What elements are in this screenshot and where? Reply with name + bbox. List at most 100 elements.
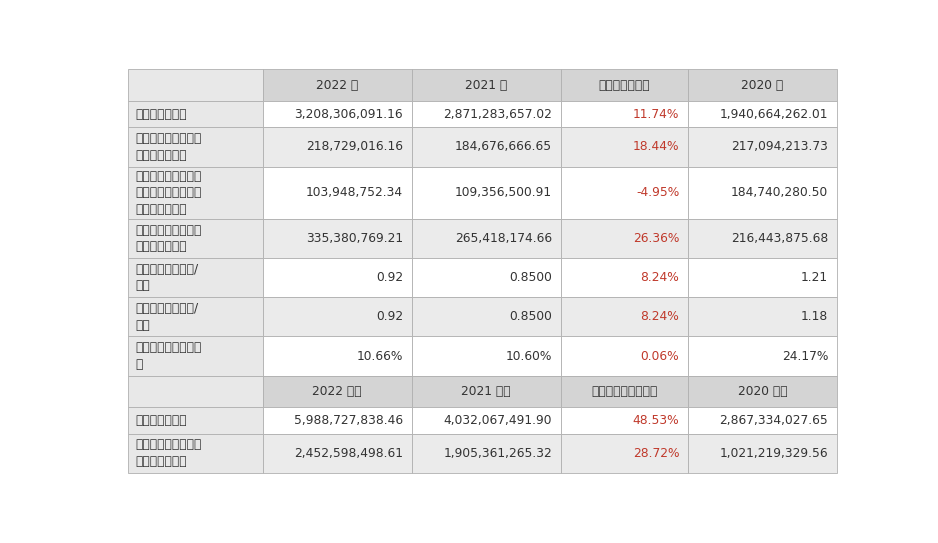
Text: 1,940,664,262.01: 1,940,664,262.01 bbox=[719, 108, 828, 121]
Bar bbox=[412, 219, 561, 258]
Bar bbox=[129, 101, 263, 127]
Bar bbox=[129, 376, 263, 407]
Bar bbox=[129, 70, 263, 101]
Bar bbox=[688, 101, 837, 127]
Text: 0.92: 0.92 bbox=[376, 311, 403, 323]
Bar bbox=[561, 167, 688, 219]
Bar bbox=[263, 167, 412, 219]
Bar bbox=[129, 407, 263, 434]
Bar bbox=[129, 167, 263, 219]
Text: 本年比上年增减: 本年比上年增减 bbox=[598, 79, 650, 92]
Text: 归属于上市公司股东
的扣除非经常性损益
的净利润（元）: 归属于上市公司股东 的扣除非经常性损益 的净利润（元） bbox=[135, 169, 202, 216]
Text: 335,380,769.21: 335,380,769.21 bbox=[306, 232, 403, 245]
Text: 5,988,727,838.46: 5,988,727,838.46 bbox=[294, 414, 403, 427]
Text: 265,418,174.66: 265,418,174.66 bbox=[455, 232, 552, 245]
Text: 0.8500: 0.8500 bbox=[509, 311, 552, 323]
Text: 24.17%: 24.17% bbox=[782, 350, 828, 363]
Bar bbox=[263, 297, 412, 337]
Bar bbox=[263, 407, 412, 434]
Bar bbox=[412, 258, 561, 297]
Bar bbox=[688, 337, 837, 376]
Bar bbox=[412, 101, 561, 127]
Text: 营业收入（元）: 营业收入（元） bbox=[135, 108, 187, 121]
Bar bbox=[561, 407, 688, 434]
Bar bbox=[129, 434, 263, 473]
Bar bbox=[688, 219, 837, 258]
Bar bbox=[688, 70, 837, 101]
Text: 11.74%: 11.74% bbox=[633, 108, 679, 121]
Bar bbox=[561, 101, 688, 127]
Bar bbox=[263, 70, 412, 101]
Bar bbox=[129, 258, 263, 297]
Text: 3,208,306,091.16: 3,208,306,091.16 bbox=[295, 108, 403, 121]
Text: 2022 年: 2022 年 bbox=[316, 79, 358, 92]
Text: 26.36%: 26.36% bbox=[633, 232, 679, 245]
Text: 10.60%: 10.60% bbox=[506, 350, 552, 363]
Text: 217,094,213.73: 217,094,213.73 bbox=[732, 141, 828, 154]
Text: 加权平均净资产收益
率: 加权平均净资产收益 率 bbox=[135, 342, 202, 371]
Text: 2020 年: 2020 年 bbox=[741, 79, 783, 92]
Bar bbox=[688, 434, 837, 473]
Bar bbox=[561, 70, 688, 101]
Bar bbox=[412, 127, 561, 167]
Text: 经营活动产生的现金
流量净额（元）: 经营活动产生的现金 流量净额（元） bbox=[135, 224, 202, 253]
Bar bbox=[263, 258, 412, 297]
Bar bbox=[129, 127, 263, 167]
Bar bbox=[263, 337, 412, 376]
Bar bbox=[412, 434, 561, 473]
Text: 184,676,666.65: 184,676,666.65 bbox=[455, 141, 552, 154]
Text: 基本每股收益（元/
股）: 基本每股收益（元/ 股） bbox=[135, 263, 199, 292]
Text: 1,021,219,329.56: 1,021,219,329.56 bbox=[719, 447, 828, 460]
Bar bbox=[561, 127, 688, 167]
Text: 1.18: 1.18 bbox=[801, 311, 828, 323]
Bar bbox=[688, 297, 837, 337]
Bar bbox=[561, 337, 688, 376]
Bar bbox=[688, 258, 837, 297]
Bar bbox=[412, 167, 561, 219]
Text: 2,871,283,657.02: 2,871,283,657.02 bbox=[443, 108, 552, 121]
Bar bbox=[561, 434, 688, 473]
Text: 10.66%: 10.66% bbox=[356, 350, 403, 363]
Text: 0.92: 0.92 bbox=[376, 271, 403, 284]
Bar bbox=[561, 219, 688, 258]
Text: 2021 年: 2021 年 bbox=[465, 79, 507, 92]
Bar bbox=[129, 337, 263, 376]
Text: 18.44%: 18.44% bbox=[633, 141, 679, 154]
Bar bbox=[561, 376, 688, 407]
Text: 8.24%: 8.24% bbox=[641, 311, 679, 323]
Text: 稀释每股收益（元/
股）: 稀释每股收益（元/ 股） bbox=[135, 302, 199, 332]
Text: 4,032,067,491.90: 4,032,067,491.90 bbox=[444, 414, 552, 427]
Text: 1,905,361,265.32: 1,905,361,265.32 bbox=[444, 447, 552, 460]
Text: 103,948,752.34: 103,948,752.34 bbox=[306, 186, 403, 199]
Text: 2022 年末: 2022 年末 bbox=[312, 385, 362, 398]
Text: 184,740,280.50: 184,740,280.50 bbox=[731, 186, 828, 199]
Text: 216,443,875.68: 216,443,875.68 bbox=[731, 232, 828, 245]
Bar bbox=[688, 167, 837, 219]
Bar bbox=[688, 376, 837, 407]
Bar bbox=[688, 127, 837, 167]
Text: 2,867,334,027.65: 2,867,334,027.65 bbox=[719, 414, 828, 427]
Bar bbox=[129, 297, 263, 337]
Bar bbox=[263, 376, 412, 407]
Text: 48.53%: 48.53% bbox=[632, 414, 679, 427]
Text: 0.06%: 0.06% bbox=[641, 350, 679, 363]
Text: 2020 年末: 2020 年末 bbox=[737, 385, 787, 398]
Text: 0.8500: 0.8500 bbox=[509, 271, 552, 284]
Bar bbox=[263, 219, 412, 258]
Bar bbox=[561, 297, 688, 337]
Bar bbox=[412, 337, 561, 376]
Text: 8.24%: 8.24% bbox=[641, 271, 679, 284]
Text: 资产总额（元）: 资产总额（元） bbox=[135, 414, 187, 427]
Bar bbox=[263, 434, 412, 473]
Text: 109,356,500.91: 109,356,500.91 bbox=[455, 186, 552, 199]
Text: 2,452,598,498.61: 2,452,598,498.61 bbox=[294, 447, 403, 460]
Bar bbox=[688, 407, 837, 434]
Bar bbox=[412, 376, 561, 407]
Text: 1.21: 1.21 bbox=[801, 271, 828, 284]
Bar bbox=[412, 407, 561, 434]
Bar bbox=[561, 258, 688, 297]
Bar bbox=[412, 70, 561, 101]
Bar bbox=[129, 219, 263, 258]
Text: 本年末比上年末增减: 本年末比上年末增减 bbox=[591, 385, 658, 398]
Bar bbox=[412, 297, 561, 337]
